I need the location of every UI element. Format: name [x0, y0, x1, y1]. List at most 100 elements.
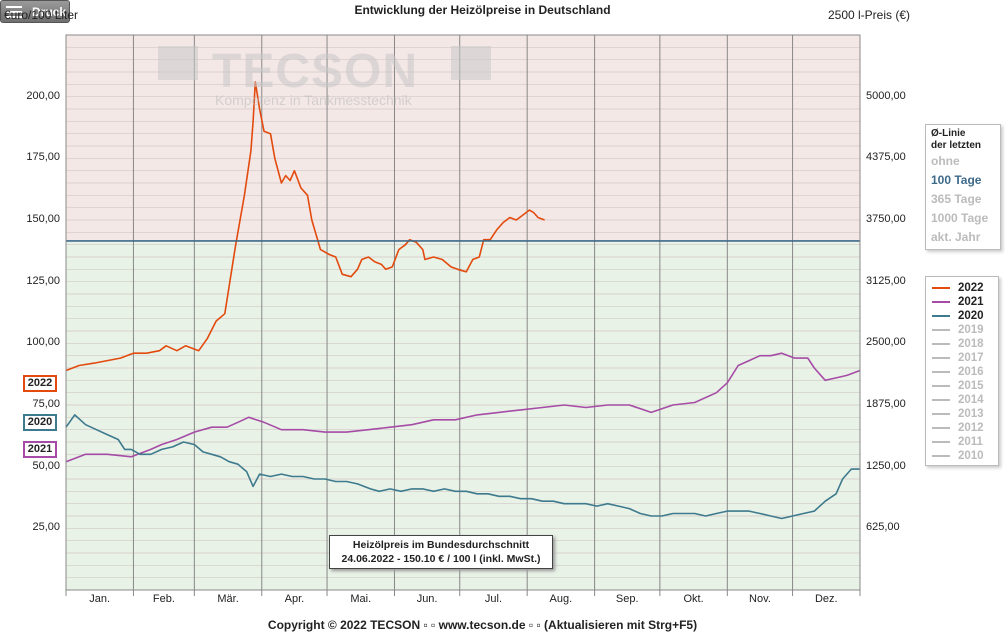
x-tick-label: Mai. [350, 593, 372, 605]
average-options: ohne 100 Tage 365 Tage 1000 Tage akt. Jahr [926, 152, 1000, 247]
x-tick-label: Nov. [749, 593, 771, 605]
legend-label: 2020 [958, 310, 984, 322]
y-tick-label-right: 1250,00 [866, 459, 906, 472]
legend-item-2018[interactable]: 2018 [926, 337, 998, 351]
legend-swatch [932, 315, 950, 317]
average-panel-heading: Ø-Linie der letzten [926, 125, 1000, 152]
legend-item-2013[interactable]: 2013 [926, 407, 998, 421]
legend-label: 2018 [958, 338, 984, 350]
series-line-2021 [65, 352, 861, 463]
month-gridlines [65, 35, 861, 590]
y-tick-label-left: 150,00 [26, 213, 60, 225]
legend-swatch [932, 399, 950, 401]
legend-item-2019[interactable]: 2019 [926, 323, 998, 337]
legend-label: 2012 [958, 422, 984, 434]
legend-label: 2011 [958, 436, 983, 448]
year-badge-2021[interactable]: 2021 [23, 441, 57, 459]
y-tick-label-left: 175,00 [26, 151, 60, 164]
y-tick-label-right: 1875,00 [866, 398, 906, 410]
average-option[interactable]: 1000 Tage [931, 211, 989, 225]
legend-item-2015[interactable]: 2015 [926, 379, 998, 393]
legend-swatch [932, 287, 950, 289]
legend-item-2021[interactable]: 2021 [926, 295, 998, 309]
legend-label: 2013 [958, 408, 984, 420]
average-option[interactable]: 365 Tage [931, 192, 982, 206]
year-badge-2022[interactable]: 2022 [23, 374, 57, 392]
chart-title: Entwicklung der Heizölpreise in Deutschl… [354, 3, 611, 17]
legend-swatch [932, 371, 950, 373]
legend-swatch [932, 301, 950, 303]
legend-swatch [932, 455, 950, 457]
legend-label: 2019 [958, 324, 984, 336]
series-line-2020 [65, 414, 860, 520]
average-option[interactable]: akt. Jahr [931, 230, 981, 244]
legend-label: 2021 [958, 296, 984, 308]
info-box-line-1: Heizölpreis im Bundesdurchschnitt [352, 539, 530, 551]
info-box-line-2: 24.06.2022 - 150.10 € / 100 l (inkl. MwS… [341, 553, 541, 565]
average-option[interactable]: ohne [931, 154, 960, 168]
x-tick-label: Jul. [484, 593, 503, 605]
y-tick-label-right: 5000,00 [866, 89, 906, 102]
legend-item-2016[interactable]: 2016 [926, 365, 998, 379]
y-tick-label-left: 100,00 [26, 336, 60, 349]
legend-item-2014[interactable]: 2014 [926, 393, 998, 407]
legend-item-2022[interactable]: 2022 [926, 281, 998, 295]
x-tick-label: Jun. [416, 593, 438, 605]
x-tick-label: Aug. [549, 593, 573, 605]
average-option[interactable]: 100 Tage [931, 173, 982, 187]
y-tick-label-left: 200,00 [26, 89, 60, 102]
legend-item-2010[interactable]: 2010 [926, 449, 998, 463]
x-tick-label: Okt. [683, 593, 704, 605]
y-tick-label-right: 625,00 [866, 521, 900, 534]
average-panel-heading-2: der letzten [931, 140, 982, 151]
y-tick-label-right: 4375,00 [866, 151, 906, 164]
series-lines [65, 81, 861, 520]
series-line-2022 [65, 81, 545, 372]
x-tick-label: Sep. [615, 593, 639, 605]
print-button[interactable]: Druck [0, 0, 70, 23]
average-line-panel: Ø-Linie der letzten ohne 100 Tage 365 Tage… [925, 124, 1001, 250]
legend-item-2011[interactable]: 2011 [926, 435, 998, 449]
legend-swatch [932, 413, 950, 415]
y-tick-label-right: 3125,00 [866, 274, 906, 287]
legend-label: 2016 [958, 366, 984, 378]
y-tick-label-left: 25,00 [32, 521, 60, 534]
y-axis-left-label: €uro/100 Liter [4, 8, 79, 22]
legend-label: 2022 [958, 282, 984, 294]
y-tick-label-left: 50,00 [32, 459, 60, 472]
x-tick-label: Feb. [152, 593, 175, 605]
y-tick-label-right: 3750,00 [866, 213, 906, 225]
y-tick-label-left: 75,00 [32, 398, 60, 410]
watermark-logo: TECSON [212, 45, 419, 98]
legend-label: 2010 [958, 450, 984, 462]
legend-label: 2017 [958, 352, 984, 364]
plot-border [65, 34, 861, 591]
info-box: Heizölpreis im Bundesdurchschnitt 24.06.… [329, 535, 553, 569]
print-button-label: Druck [32, 4, 67, 19]
legend-swatch [932, 427, 950, 429]
legend-item-2012[interactable]: 2012 [926, 421, 998, 435]
copyright: Copyright © 2022 TECSON ▫ ▫ www.tecson.d… [267, 618, 698, 632]
legend-swatch [932, 343, 950, 345]
year-legend: 2022 2021 2020 2019 2018 2017 2016 2015 2014 2013… [925, 276, 999, 466]
legend-swatch [932, 357, 950, 359]
x-tick-label: Apr. [284, 593, 305, 605]
year-badge-2020[interactable]: 2020 [23, 414, 57, 432]
x-tick-label: Mär. [217, 593, 239, 605]
legend-swatch [932, 441, 950, 443]
legend-item-2020[interactable]: 2020 [926, 309, 998, 323]
x-tick-label: Jan. [89, 593, 111, 605]
watermark-bar-right [451, 46, 491, 80]
x-tick-label: Dez. [814, 593, 838, 605]
menu-icon [6, 5, 22, 18]
watermark-bar-left [158, 46, 198, 80]
legend-label: 2014 [958, 394, 984, 406]
legend-item-2017[interactable]: 2017 [926, 351, 998, 365]
legend-label: 2015 [958, 380, 984, 392]
y-axis-right-label: 2500 l-Preis (€) [827, 8, 910, 22]
watermark-tagline: Kompetenz in Tankmesstechnik [215, 92, 412, 108]
y-tick-label-right: 2500,00 [866, 336, 906, 349]
x-axis-ticks [65, 590, 861, 596]
y-tick-label-left: 125,00 [26, 274, 60, 287]
legend-swatch [932, 385, 950, 387]
